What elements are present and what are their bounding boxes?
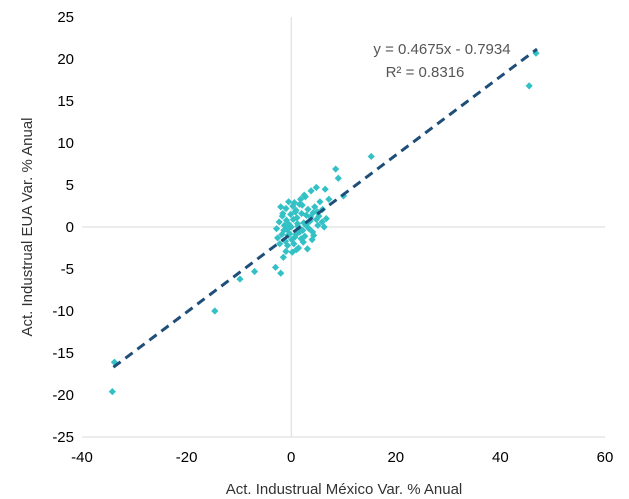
data-point (304, 205, 312, 213)
data-point (281, 237, 290, 245)
data-point (297, 195, 305, 203)
data-point (288, 236, 296, 244)
y-tick-label: 25 (57, 9, 74, 26)
data-point (282, 247, 290, 255)
data-point (294, 222, 302, 230)
y-tick-label: 20 (57, 51, 74, 68)
data-point (312, 183, 320, 192)
data-point (284, 198, 293, 206)
x-tick-label: 40 (492, 449, 509, 466)
data-point (332, 165, 340, 173)
data-point (294, 244, 303, 252)
data-point (277, 269, 285, 277)
data-point (307, 187, 315, 195)
y-tick-label: -20 (52, 387, 74, 404)
x-tick-label: 0 (287, 449, 295, 466)
data-point (277, 203, 285, 211)
data-point (272, 225, 281, 233)
data-point (211, 307, 219, 315)
x-tick-label: -40 (71, 449, 93, 466)
data-point (325, 195, 333, 203)
data-point (275, 218, 283, 226)
data-point (108, 388, 116, 396)
data-point (334, 174, 342, 182)
x-tick-label: 60 (597, 449, 614, 466)
data-point (297, 235, 305, 243)
x-axis-title: Act. Industrual México Var. % Anual (226, 481, 463, 498)
y-tick-label: -15 (52, 345, 74, 362)
data-point (287, 210, 295, 218)
data-point (279, 209, 287, 218)
axes (82, 17, 605, 438)
data-point (291, 208, 299, 216)
y-tick-label: -25 (52, 429, 74, 446)
data-point (306, 213, 315, 221)
data-point (525, 82, 533, 90)
data-point (302, 211, 310, 219)
data-point (285, 220, 293, 229)
data-point (292, 230, 300, 239)
data-point (276, 240, 284, 248)
y-tick-label: 15 (57, 93, 74, 110)
trendline-r-squared: R² = 0.8316 (386, 64, 465, 81)
y-tick-label: -10 (52, 303, 74, 320)
data-point (271, 263, 280, 271)
data-point (110, 358, 119, 366)
data-point (274, 234, 282, 242)
data-point (289, 215, 297, 224)
data-point (314, 221, 322, 229)
data-point (312, 215, 320, 224)
data-point (321, 185, 329, 193)
data-point (322, 215, 330, 223)
y-tick-label: 0 (66, 219, 74, 236)
data-point (290, 199, 298, 207)
x-tick-label: 20 (387, 449, 404, 466)
trendline-group (112, 47, 538, 369)
y-axis-title: Act. Industrual EUA Var. % Anual (19, 117, 36, 336)
data-point (288, 248, 296, 256)
y-tick-label: 10 (57, 135, 74, 152)
data-point (301, 232, 309, 240)
data-point (367, 152, 375, 161)
data-point (309, 228, 317, 236)
data-point (320, 223, 328, 231)
data-point (301, 193, 309, 201)
data-point (250, 267, 259, 276)
data-point (310, 231, 318, 239)
data-point (236, 275, 244, 283)
data-point (316, 198, 324, 206)
y-tick-label: 5 (66, 177, 74, 194)
tick-labels: -40 -20 0 20 40 60 -25 -20 -15 -10 -5 0 5 10 15 20 25 (52, 9, 613, 466)
data-point (311, 203, 319, 211)
data-point (278, 230, 286, 239)
data-point (299, 226, 307, 234)
trendline (112, 47, 538, 369)
data-points (108, 49, 540, 396)
data-point (282, 204, 290, 213)
data-point (279, 253, 287, 261)
data-point (313, 208, 321, 216)
data-point (287, 223, 295, 231)
data-point (308, 236, 316, 244)
data-point (292, 246, 301, 254)
trendline-equation: y = 0.4675x - 0.7934 (373, 41, 510, 58)
data-point (298, 209, 306, 218)
x-tick-label: -20 (176, 449, 198, 466)
y-tick-label: -5 (61, 261, 74, 278)
data-point (280, 221, 289, 229)
data-point (303, 245, 312, 253)
